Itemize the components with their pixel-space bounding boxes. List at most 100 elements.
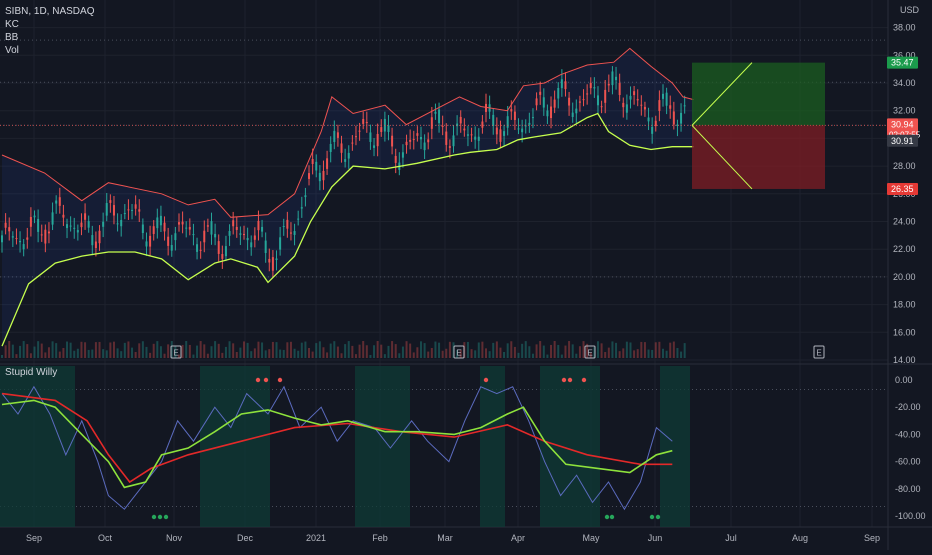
candle-body	[40, 234, 43, 236]
volume-bar	[214, 341, 217, 358]
candle-body	[441, 125, 444, 127]
volume-bar	[564, 345, 567, 358]
time-tick-label: Sep	[864, 533, 880, 543]
candle-body	[445, 131, 448, 145]
candle-body	[416, 133, 419, 136]
volume-bar	[510, 341, 513, 358]
signal-dot	[255, 377, 261, 383]
signal-dot	[609, 514, 615, 520]
candle-body	[336, 132, 339, 138]
indicator-kc[interactable]: KC	[5, 19, 19, 30]
signal-dot	[277, 377, 283, 383]
volume-bar	[1, 355, 3, 358]
oscillator-zone-shade	[480, 366, 505, 527]
volume-bar	[282, 349, 285, 358]
volume-bar	[73, 350, 76, 358]
volume-bar	[560, 354, 563, 358]
volume-bar	[387, 345, 390, 358]
indicator-vol[interactable]: Vol	[5, 45, 19, 56]
candle-body	[560, 79, 563, 89]
candle-body	[152, 226, 155, 234]
oscillator-title[interactable]: Stupid Willy	[5, 367, 58, 378]
volume-bar	[568, 341, 571, 358]
volume-bar	[434, 341, 437, 358]
volume-bar	[149, 352, 152, 358]
candle-body	[419, 136, 422, 140]
price-tick-label: 36.00	[893, 50, 916, 60]
time-tick-label: Dec	[237, 533, 254, 543]
volume-bar	[94, 342, 97, 358]
candle-body	[405, 141, 408, 146]
candle-body	[19, 240, 22, 243]
candle-body	[141, 224, 144, 234]
candle-body	[55, 200, 58, 204]
candle-body	[15, 238, 18, 240]
candle-body	[33, 215, 36, 218]
volume-bar	[492, 342, 495, 358]
earnings-marker-box	[453, 345, 465, 359]
volume-bar	[293, 348, 296, 358]
volume-bar	[481, 341, 484, 358]
candle-body	[297, 218, 300, 220]
volume-bar	[665, 350, 668, 358]
candle-body	[492, 114, 495, 126]
candle-body	[654, 120, 657, 127]
oscillator-tick-label: -40.00	[895, 429, 921, 439]
candle-body	[329, 143, 332, 152]
volume-bar	[141, 341, 144, 358]
volume-bar	[448, 341, 451, 358]
candle-body	[87, 221, 90, 228]
candle-body	[452, 135, 455, 147]
symbol-line[interactable]: SIBN, 1D, NASDAQ	[5, 6, 95, 17]
time-tick-label: Sep	[26, 533, 42, 543]
volume-bar	[289, 341, 292, 358]
candle-body	[438, 109, 441, 124]
volume-bar	[611, 341, 614, 358]
volume-bar	[239, 347, 242, 358]
volume-bar	[8, 341, 11, 358]
volume-bar	[37, 341, 40, 358]
indicator-bb[interactable]: BB	[5, 32, 19, 43]
candle-body	[596, 95, 599, 106]
candle-body	[358, 130, 361, 132]
price-tick-label: 18.00	[893, 300, 916, 310]
signal-dot	[655, 514, 661, 520]
volume-bar	[87, 349, 90, 358]
candle-body	[474, 136, 477, 140]
candle-body	[430, 117, 433, 129]
oscillator-tick-label: -100.00	[895, 511, 926, 521]
volume-bar	[26, 344, 29, 358]
target-arrow	[691, 62, 753, 126]
earnings-marker: E	[173, 349, 178, 358]
volume-bar	[192, 354, 195, 358]
target-price-tag	[887, 56, 918, 69]
volume-bar	[506, 343, 509, 358]
close-price-label: 30.91	[891, 136, 914, 146]
candle-body	[589, 82, 592, 89]
candle-body	[568, 97, 571, 106]
candle-body	[250, 242, 253, 248]
candle-body	[535, 98, 538, 106]
candle-body	[575, 108, 578, 114]
candle-body	[192, 234, 195, 236]
candle-body	[362, 119, 365, 124]
volume-bar	[369, 354, 372, 358]
slow_ma-line	[1, 392, 673, 484]
volume-bar	[163, 353, 166, 358]
volume-bar	[264, 350, 267, 358]
volume-bar	[19, 345, 22, 358]
volume-bar	[383, 354, 386, 358]
candle-body	[58, 197, 61, 206]
candle-body	[485, 103, 488, 112]
volume-bar	[105, 350, 108, 358]
candle-body	[669, 105, 672, 109]
candle-body	[167, 236, 170, 246]
candle-body	[651, 126, 654, 134]
candle-body	[625, 104, 628, 113]
candle-body	[427, 139, 430, 143]
volume-bar	[604, 352, 607, 358]
candle-body	[199, 249, 202, 251]
close-price-tag	[887, 134, 918, 147]
